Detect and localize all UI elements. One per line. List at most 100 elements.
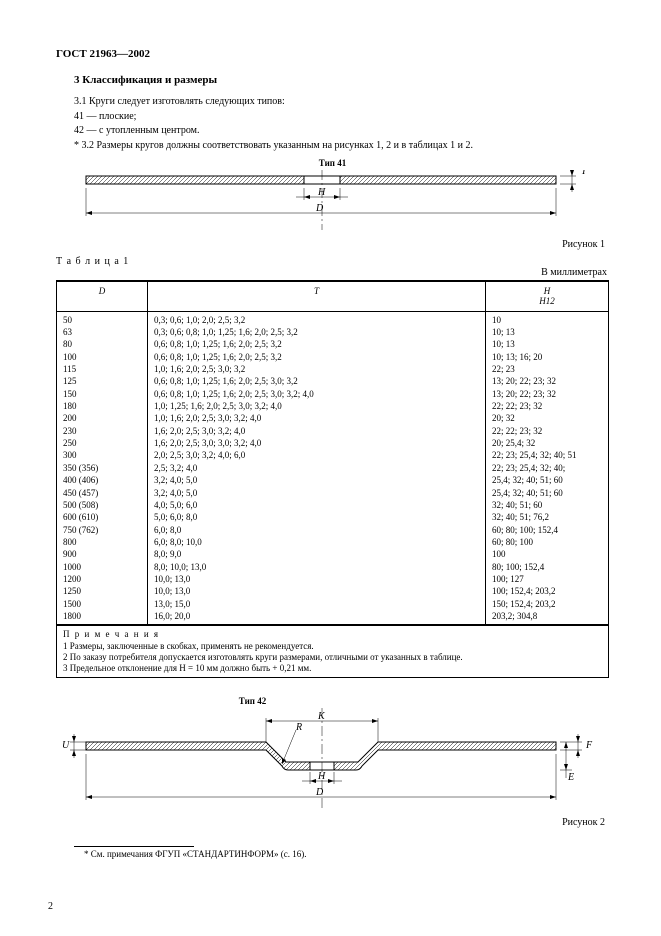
table-cell: 25,4; 32; 40; 51; 60: [486, 487, 609, 499]
table-cell: 1,6; 2,0; 2,5; 3,0; 3,0; 3,2; 4,0: [148, 437, 486, 449]
table-cell: 1000: [57, 561, 148, 573]
figure-2-dim-e: E: [567, 772, 574, 783]
table-cell: 16,0; 20,0: [148, 610, 486, 625]
table-1-caption: Т а б л и ц а 1: [56, 256, 609, 267]
table-row: 500,3; 0,6; 1,0; 2,0; 2,5; 3,210: [57, 311, 609, 326]
table-row: 800,6; 0,8; 1,0; 1,25; 1,6; 2,0; 2,5; 3,…: [57, 338, 609, 350]
table-cell: 60; 80; 100: [486, 536, 609, 548]
table-cell: 125: [57, 375, 148, 387]
figure-2-dim-f: F: [585, 740, 593, 751]
table-cell: 22; 22; 23; 32: [486, 425, 609, 437]
page-number: 2: [48, 901, 53, 912]
table-cell: 230: [57, 425, 148, 437]
table-row: 2301,6; 2,0; 2,5; 3,0; 3,2; 4,022; 22; 2…: [57, 425, 609, 437]
table-cell: 80: [57, 338, 148, 350]
table-cell: 0,6; 0,8; 1,0; 1,25; 1,6; 2,0; 2,5; 3,2: [148, 351, 486, 363]
document-id: ГОСТ 21963—2002: [56, 48, 609, 60]
table-cell: 800: [57, 536, 148, 548]
table-1-notes: П р и м е ч а н и я 1 Размеры, заключенн…: [56, 625, 609, 677]
figure-1: H D T: [56, 170, 609, 235]
paragraph-3-1: 3.1 Круги следует изготовлять следующих …: [74, 96, 609, 109]
figure-1-dim-t: T: [581, 170, 588, 177]
table-cell: 400 (406): [57, 474, 148, 486]
table-row: 180016,0; 20,0203,2; 304,8: [57, 610, 609, 625]
table-1-header-d: D: [57, 282, 148, 312]
table-row: 3002,0; 2,5; 3,0; 3,2; 4,0; 6,022; 23; 2…: [57, 449, 609, 461]
table-cell: 6,0; 8,0; 10,0: [148, 536, 486, 548]
figure-2: K R H D U: [56, 708, 609, 813]
table-row: 10008,0; 10,0; 13,080; 100; 152,4: [57, 561, 609, 573]
table-cell: 10; 13: [486, 338, 609, 350]
figure-2-caption: Рисунок 2: [56, 817, 605, 828]
figure-1-caption: Рисунок 1: [56, 239, 605, 250]
table-cell: 100: [57, 351, 148, 363]
table-cell: 80; 100; 152,4: [486, 561, 609, 573]
table-cell: 8,0; 9,0: [148, 548, 486, 560]
table-cell: 150: [57, 388, 148, 400]
table-cell: 100: [486, 548, 609, 560]
table-row: 630,3; 0,6; 0,8; 1,0; 1,25; 1,6; 2,0; 2,…: [57, 326, 609, 338]
note-3: 3 Предельное отклонение для H = 10 мм до…: [63, 663, 311, 673]
table-1: D T H H12 500,3; 0,6; 1,0; 2,0; 2,5; 3,2…: [56, 280, 609, 678]
table-1-header-t: T: [148, 282, 486, 312]
table-cell: 0,6; 0,8; 1,0; 1,25; 1,6; 2,0; 2,5; 3,0;…: [148, 388, 486, 400]
table-cell: 1,6; 2,0; 2,5; 3,0; 3,2; 4,0: [148, 425, 486, 437]
footnote: * См. примечания ФГУП «СТАНДАРТИНФОРМ» (…: [84, 849, 609, 859]
figure-1-dim-h: H: [317, 187, 326, 198]
figure-2-dim-d: D: [315, 787, 324, 798]
paragraph-3-1a: 41 — плоские;: [74, 111, 609, 124]
table-cell: 2,0; 2,5; 3,0; 3,2; 4,0; 6,0: [148, 449, 486, 461]
table-cell: 900: [57, 548, 148, 560]
table-cell: 1800: [57, 610, 148, 625]
table-row: 1500,6; 0,8; 1,0; 1,25; 1,6; 2,0; 2,5; 3…: [57, 388, 609, 400]
table-1-header-h: H H12: [486, 282, 609, 312]
table-cell: 22; 23; 25,4; 32; 40;: [486, 462, 609, 474]
note-1: 1 Размеры, заключенные в скобках, примен…: [63, 641, 314, 651]
table-cell: 3,2; 4,0; 5,0: [148, 487, 486, 499]
table-cell: 32; 40; 51; 76,2: [486, 511, 609, 523]
table-cell: 20; 25,4; 32: [486, 437, 609, 449]
table-cell: 10; 13; 16; 20: [486, 351, 609, 363]
notes-title: П р и м е ч а н и я: [63, 629, 160, 639]
table-cell: 22; 23: [486, 363, 609, 375]
table-cell: 20; 32: [486, 412, 609, 424]
table-cell: 1250: [57, 585, 148, 597]
table-cell: 0,6; 0,8; 1,0; 1,25; 1,6; 2,0; 2,5; 3,0;…: [148, 375, 486, 387]
table-cell: 25,4; 32; 40; 51; 60: [486, 474, 609, 486]
table-cell: 13; 20; 22; 23; 32: [486, 388, 609, 400]
table-cell: 203,2; 304,8: [486, 610, 609, 625]
figure-2-dim-k: K: [317, 711, 326, 722]
figure-2-type-label: Тип 42: [0, 696, 609, 706]
table-cell: 0,3; 0,6; 0,8; 1,0; 1,25; 1,6; 2,0; 2,5;…: [148, 326, 486, 338]
paragraph-3-1b: 42 — с утопленным центром.: [74, 125, 609, 138]
table-cell: 22; 23; 25,4; 32; 40; 51: [486, 449, 609, 461]
figure-1-type-label: Тип 41: [56, 158, 609, 168]
table-row: 2501,6; 2,0; 2,5; 3,0; 3,0; 3,2; 4,020; …: [57, 437, 609, 449]
figure-2-dim-u: U: [62, 740, 70, 751]
table-cell: 600 (610): [57, 511, 148, 523]
figure-1-dim-d: D: [315, 203, 324, 214]
table-cell: 10,0; 13,0: [148, 573, 486, 585]
table-row: 600 (610)5,0; 6,0; 8,032; 40; 51; 76,2: [57, 511, 609, 523]
table-row: 750 (762)6,0; 8,060; 80; 100; 152,4: [57, 524, 609, 536]
table-cell: 1500: [57, 598, 148, 610]
table-row: 2001,0; 1,6; 2,0; 2,5; 3,0; 3,2; 4,020; …: [57, 412, 609, 424]
table-row: 1000,6; 0,8; 1,0; 1,25; 1,6; 2,0; 2,5; 3…: [57, 351, 609, 363]
table-cell: 115: [57, 363, 148, 375]
table-cell: 63: [57, 326, 148, 338]
table-cell: 8,0; 10,0; 13,0: [148, 561, 486, 573]
table-row: 1151,0; 1,6; 2,0; 2,5; 3,0; 3,222; 23: [57, 363, 609, 375]
table-cell: 5,0; 6,0; 8,0: [148, 511, 486, 523]
table-cell: 22; 22; 23; 32: [486, 400, 609, 412]
table-cell: 4,0; 5,0; 6,0: [148, 499, 486, 511]
table-row: 150013,0; 15,0150; 152,4; 203,2: [57, 598, 609, 610]
table-cell: 60; 80; 100; 152,4: [486, 524, 609, 536]
table-cell: 180: [57, 400, 148, 412]
table-row: 1801,0; 1,25; 1,6; 2,0; 2,5; 3,0; 3,2; 4…: [57, 400, 609, 412]
note-2: 2 По заказу потребителя допускается изго…: [63, 652, 463, 662]
table-cell: 32; 40; 51; 60: [486, 499, 609, 511]
table-cell: 2,5; 3,2; 4,0: [148, 462, 486, 474]
table-cell: 350 (356): [57, 462, 148, 474]
table-1-units: В миллиметрах: [56, 267, 607, 278]
table-cell: 10; 13: [486, 326, 609, 338]
